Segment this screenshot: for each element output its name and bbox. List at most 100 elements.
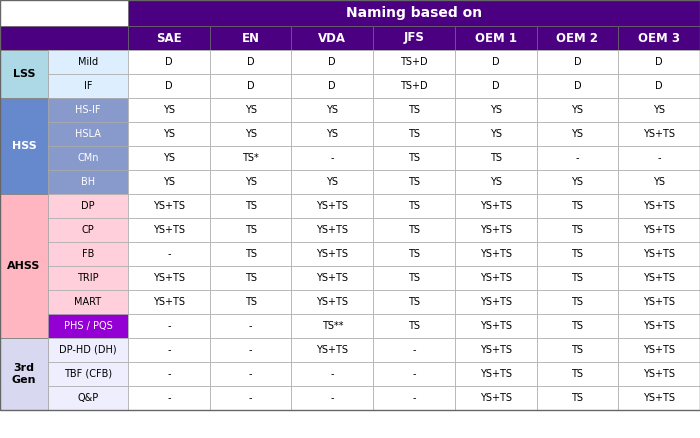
Text: YS+TS: YS+TS [480, 345, 512, 355]
Text: -: - [167, 249, 171, 259]
Bar [537, 290, 618, 314]
Bar [455, 194, 537, 218]
Bar [373, 26, 455, 50]
Bar [128, 122, 210, 146]
Text: TS: TS [571, 345, 583, 355]
Bar [537, 386, 618, 410]
Bar [537, 26, 618, 50]
Bar [128, 314, 210, 338]
Bar [537, 266, 618, 290]
Text: YS: YS [326, 129, 338, 139]
Text: TS: TS [244, 225, 257, 235]
Text: IF: IF [84, 81, 92, 91]
Text: TBF (CFB): TBF (CFB) [64, 369, 112, 379]
Text: AHSS: AHSS [7, 261, 41, 271]
Text: -: - [412, 393, 416, 403]
Bar [48, 338, 128, 362]
Text: YS: YS [571, 129, 583, 139]
Text: TS: TS [408, 249, 420, 259]
Text: YS+TS: YS+TS [480, 393, 512, 403]
Text: TS*: TS* [242, 153, 259, 163]
Text: YS+TS: YS+TS [643, 345, 675, 355]
Bar [210, 194, 291, 218]
Bar [618, 74, 700, 98]
Text: YS+TS: YS+TS [643, 225, 675, 235]
Text: YS+TS: YS+TS [480, 297, 512, 307]
Text: OEM 3: OEM 3 [638, 32, 680, 45]
Text: YS: YS [163, 153, 175, 163]
Bar [537, 194, 618, 218]
Text: D: D [165, 57, 173, 67]
Text: SAE: SAE [156, 32, 182, 45]
Text: YS+TS: YS+TS [153, 201, 185, 211]
Bar [128, 194, 210, 218]
Bar [373, 146, 455, 170]
Text: YS+TS: YS+TS [480, 225, 512, 235]
Bar [373, 74, 455, 98]
Bar [373, 98, 455, 122]
Text: -: - [575, 153, 579, 163]
Text: -: - [330, 393, 334, 403]
Text: MART: MART [74, 297, 102, 307]
Text: -: - [330, 369, 334, 379]
Bar [210, 98, 291, 122]
Text: Naming based on: Naming based on [346, 6, 482, 20]
Bar [618, 122, 700, 146]
Text: CP: CP [82, 225, 94, 235]
Bar [48, 194, 128, 218]
Text: -: - [248, 345, 252, 355]
Bar [291, 194, 373, 218]
Text: YS: YS [244, 129, 257, 139]
Text: YS: YS [490, 105, 502, 115]
Bar [455, 266, 537, 290]
Text: YS+TS: YS+TS [316, 249, 349, 259]
Bar [128, 266, 210, 290]
Text: YS+TS: YS+TS [316, 297, 349, 307]
Bar [618, 338, 700, 362]
Text: TS: TS [490, 153, 502, 163]
Bar [455, 290, 537, 314]
Bar [618, 98, 700, 122]
Text: FB: FB [82, 249, 94, 259]
Bar [537, 122, 618, 146]
Bar [455, 362, 537, 386]
Text: YS+TS: YS+TS [480, 249, 512, 259]
Text: YS: YS [326, 105, 338, 115]
Text: YS: YS [163, 129, 175, 139]
Text: -: - [167, 393, 171, 403]
Bar [537, 170, 618, 194]
Text: YS+TS: YS+TS [480, 201, 512, 211]
Bar [291, 338, 373, 362]
Bar [48, 74, 128, 98]
Text: EN: EN [241, 32, 260, 45]
Bar [618, 50, 700, 74]
Text: OEM 2: OEM 2 [556, 32, 598, 45]
Bar [618, 362, 700, 386]
Bar [48, 314, 128, 338]
Text: Mild: Mild [78, 57, 98, 67]
Bar [618, 218, 700, 242]
Bar [291, 266, 373, 290]
Text: D: D [655, 57, 663, 67]
Text: -: - [167, 345, 171, 355]
Text: -: - [412, 345, 416, 355]
Bar [48, 266, 128, 290]
Bar [455, 170, 537, 194]
Bar [48, 146, 128, 170]
Text: TS+D: TS+D [400, 57, 428, 67]
Bar [618, 386, 700, 410]
Bar [373, 242, 455, 266]
Bar [537, 362, 618, 386]
Bar [455, 98, 537, 122]
Bar [373, 266, 455, 290]
Bar [291, 26, 373, 50]
Text: YS: YS [163, 177, 175, 187]
Text: VDA: VDA [318, 32, 346, 45]
Bar [128, 146, 210, 170]
Text: YS+TS: YS+TS [480, 321, 512, 331]
Text: BH: BH [81, 177, 95, 187]
Text: -: - [167, 369, 171, 379]
Bar [291, 50, 373, 74]
Bar [128, 50, 210, 74]
Bar [618, 170, 700, 194]
